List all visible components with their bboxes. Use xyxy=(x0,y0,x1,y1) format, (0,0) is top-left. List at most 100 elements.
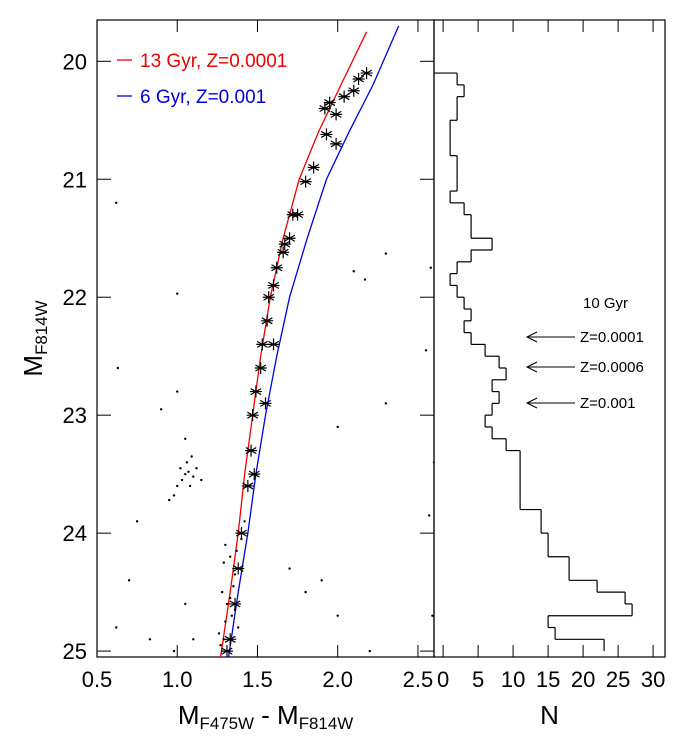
y-tick-label: 24 xyxy=(63,521,87,546)
dot-marker xyxy=(320,579,323,582)
dot-marker xyxy=(219,644,222,647)
isochrone xyxy=(219,31,368,657)
dot-marker xyxy=(228,555,232,558)
star-marker xyxy=(347,84,360,97)
x-tick-label: 15 xyxy=(536,667,560,692)
axis-label-subscript: F814W xyxy=(299,714,353,732)
x-tick-label: 5 xyxy=(472,667,484,692)
dot-marker xyxy=(429,266,432,269)
dot-marker xyxy=(195,467,198,470)
arrow xyxy=(525,361,575,373)
dot-marker xyxy=(363,278,367,281)
dot-marker xyxy=(304,590,307,594)
star-marker xyxy=(291,208,304,221)
dot-marker xyxy=(172,494,176,497)
star-marker xyxy=(338,90,351,103)
dot-marker xyxy=(192,475,195,478)
dot-marker xyxy=(431,614,434,617)
star-marker xyxy=(267,279,280,292)
dot-marker xyxy=(179,467,182,470)
star-marker xyxy=(267,338,280,351)
x-tick-label: 0 xyxy=(437,667,449,692)
star-marker xyxy=(235,527,248,540)
dot-marker xyxy=(233,608,237,612)
star-marker xyxy=(224,633,237,646)
dot-marker xyxy=(384,252,388,255)
dot-marker xyxy=(115,201,118,205)
star-marker xyxy=(323,96,336,109)
x-tick-label: 1.5 xyxy=(242,667,273,692)
annotation: 10 Gyr xyxy=(583,295,628,312)
x-tick-label: 1.0 xyxy=(162,667,193,692)
star-marker xyxy=(360,67,373,80)
axis-label-subscript: F475W xyxy=(200,714,254,732)
y-tick-label: 23 xyxy=(63,403,87,428)
star-marker xyxy=(299,175,312,188)
x-tick-label: 20 xyxy=(571,667,595,692)
axis-label: N xyxy=(540,700,559,730)
arrow xyxy=(525,331,575,343)
dot-marker xyxy=(184,602,187,606)
dot-marker xyxy=(424,349,428,352)
dot-marker xyxy=(184,437,187,440)
annotation: Z=0.001 xyxy=(580,395,635,412)
dot-marker xyxy=(159,408,163,411)
dot-marker xyxy=(225,602,229,606)
star-marker xyxy=(220,645,233,657)
dot-marker xyxy=(115,626,118,629)
star-marker xyxy=(248,468,261,481)
star-marker xyxy=(278,238,291,251)
dot-marker xyxy=(188,484,192,488)
arrow xyxy=(525,397,575,409)
star-marker xyxy=(270,261,283,274)
legend-label: 13 Gyr, Z=0.0001 xyxy=(140,51,287,72)
star-marker xyxy=(277,246,290,259)
annotation-arrows xyxy=(525,331,575,409)
y-tick-label: 20 xyxy=(63,49,87,74)
dot-marker xyxy=(232,585,235,588)
dot-marker xyxy=(230,614,233,617)
dot-marker xyxy=(176,292,179,295)
dot-marker xyxy=(233,573,237,576)
star-marker xyxy=(307,161,320,174)
star-marker xyxy=(262,291,275,304)
annotation: Z=0.0006 xyxy=(580,359,644,376)
star-marker xyxy=(254,361,267,374)
dot-marker xyxy=(240,537,243,541)
dot-marker xyxy=(190,455,193,458)
star-marker xyxy=(352,72,365,85)
dot-marker xyxy=(368,649,372,653)
dot-marker xyxy=(228,596,232,600)
star-marker xyxy=(246,409,259,422)
annotation: Z=0.0001 xyxy=(580,329,644,346)
dot-marker xyxy=(222,638,225,641)
axis-label: MF814W xyxy=(18,300,51,376)
dot-marker xyxy=(185,461,189,464)
axis-label-text: M xyxy=(178,700,200,730)
dot-marker xyxy=(180,478,184,482)
dot-marker xyxy=(192,638,195,641)
star-marker xyxy=(318,102,331,115)
star-marker xyxy=(241,479,254,492)
star-marker xyxy=(249,385,262,398)
star-marker xyxy=(232,562,245,575)
plot-area xyxy=(115,25,434,657)
y-tick-label: 25 xyxy=(63,639,87,664)
dot-marker xyxy=(220,590,224,594)
axis-label-subscript: F814W xyxy=(32,300,51,354)
dot-marker xyxy=(243,520,246,523)
dot-marker xyxy=(135,520,139,523)
star-marker xyxy=(229,597,242,610)
star-marker xyxy=(261,314,274,327)
dot-marker xyxy=(127,579,131,582)
dot-marker xyxy=(336,425,339,429)
dot-marker xyxy=(224,543,227,547)
dot-marker xyxy=(432,461,434,464)
star-marker xyxy=(283,232,296,245)
x-tick-label: 0.5 xyxy=(82,667,113,692)
dot-marker xyxy=(176,390,179,393)
x-tick-label: 2.5 xyxy=(403,667,434,692)
isochrone xyxy=(227,25,400,657)
star-marker xyxy=(320,128,333,141)
